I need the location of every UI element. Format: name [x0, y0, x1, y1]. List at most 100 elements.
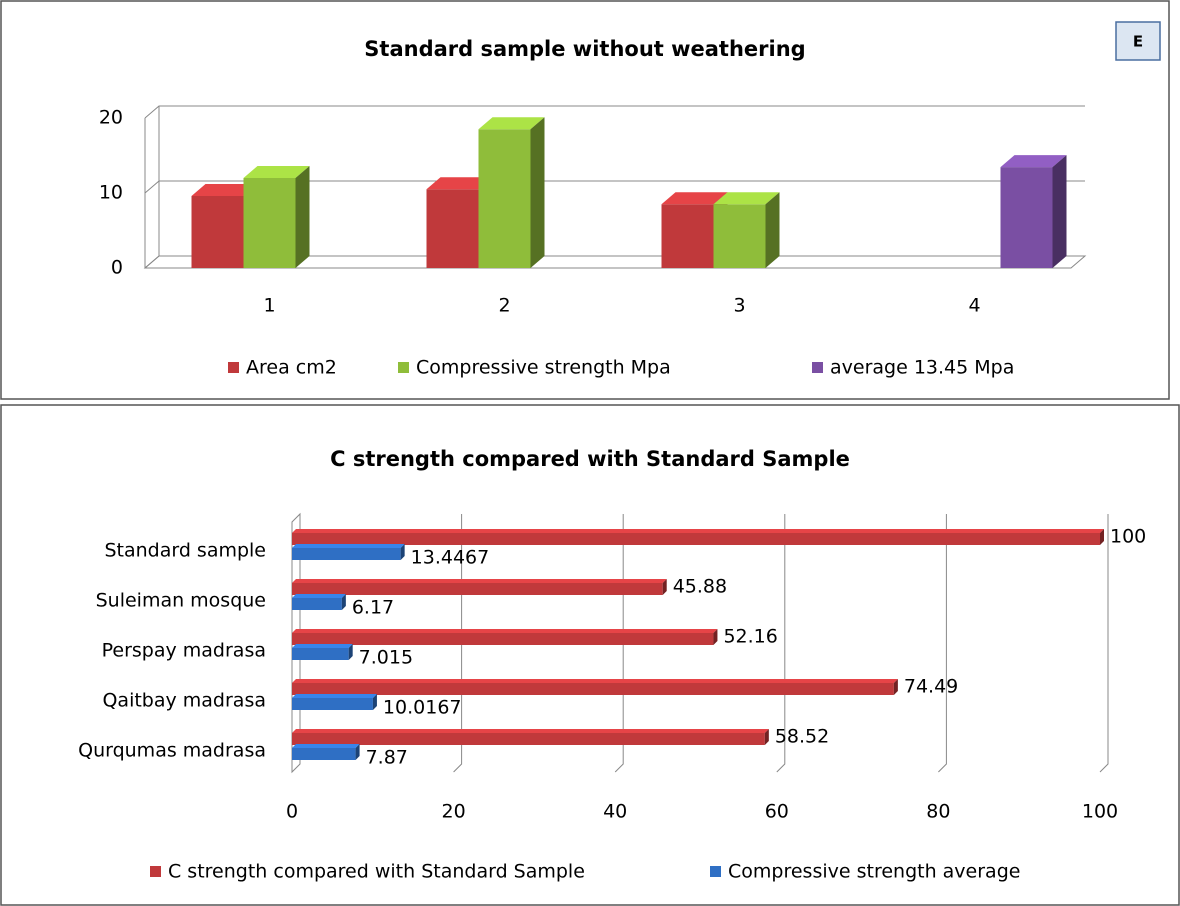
bar-side	[355, 744, 360, 760]
y-tick-label: 0	[111, 257, 123, 279]
data-label: 7.87	[366, 747, 408, 769]
y-tick-label: Suleiman mosque	[96, 590, 266, 612]
bar-front	[292, 648, 349, 660]
panel-label: E	[1133, 33, 1143, 51]
data-label: 52.16	[723, 626, 777, 648]
bar-side	[713, 629, 718, 645]
bar	[292, 744, 360, 760]
legend-swatch	[228, 362, 239, 373]
bar-top	[292, 529, 1104, 533]
bar	[243, 166, 310, 268]
bar-top	[713, 192, 780, 205]
bar	[292, 544, 405, 560]
data-label: 100	[1110, 526, 1146, 548]
panel-label-box	[1115, 21, 1161, 61]
bar-top	[292, 579, 667, 583]
bar-front	[661, 204, 714, 268]
y-tick-label: Standard sample	[104, 540, 266, 562]
bar	[292, 529, 1104, 545]
bar-top	[292, 544, 405, 548]
bar-top	[1000, 155, 1067, 168]
bar-side	[764, 729, 769, 745]
y-tick-label: Qurqumas madrasa	[78, 740, 266, 762]
legend-swatch	[150, 866, 161, 877]
grid-line	[1099, 514, 1109, 773]
x-tick-label: 0	[286, 801, 298, 823]
bar-side	[893, 679, 898, 695]
bar-front	[292, 683, 894, 695]
grid-line	[144, 105, 1085, 119]
data-label: 7.015	[359, 647, 413, 669]
data-label: 58.52	[775, 726, 829, 748]
bar-front	[478, 129, 531, 268]
x-tick-label: 60	[765, 801, 789, 823]
bar-side	[295, 166, 310, 268]
bar	[478, 117, 545, 268]
data-label: 45.88	[673, 576, 727, 598]
legend-swatch	[710, 866, 721, 877]
bar-top	[292, 594, 346, 598]
grid-line	[776, 514, 786, 773]
legend-label: Compressive strength average	[728, 861, 1020, 883]
bar-top	[292, 729, 769, 733]
legend-label: Compressive strength Mpa	[416, 357, 671, 379]
legend-swatch	[398, 362, 409, 373]
data-label: 74.49	[904, 676, 958, 698]
grid-line	[938, 514, 947, 773]
bar-side	[341, 594, 346, 610]
x-tick-label: 1	[263, 295, 275, 317]
bar-top	[478, 117, 545, 130]
x-tick-label: 3	[733, 295, 745, 317]
bar-top	[292, 744, 360, 748]
bar	[292, 594, 346, 610]
bar-front	[426, 189, 479, 268]
bar-front	[1000, 167, 1053, 268]
y-tick-label: Qaitbay madrasa	[102, 690, 266, 712]
x-tick-label: 40	[603, 801, 627, 823]
bar-side	[765, 192, 780, 268]
panel-2	[0, 404, 1180, 906]
bar-front	[292, 633, 714, 645]
bar-top	[292, 694, 377, 698]
bar-front	[243, 178, 296, 268]
bar-top	[292, 644, 353, 648]
x-tick-label: 100	[1082, 801, 1118, 823]
bar-top	[243, 166, 310, 178]
y-tick-label: 10	[99, 182, 123, 204]
bar	[292, 679, 898, 695]
bar-side	[1052, 155, 1067, 268]
bar-front	[292, 748, 356, 760]
bar	[292, 644, 353, 660]
bar-side	[662, 579, 667, 595]
data-label: 10.0167	[383, 697, 462, 719]
bar-front	[713, 204, 766, 268]
bar-side	[1100, 529, 1104, 545]
grid-line	[453, 514, 463, 773]
legend-label: C strength compared with Standard Sample	[168, 861, 585, 883]
bar-front	[292, 733, 765, 745]
bar-top	[661, 192, 728, 205]
bar	[661, 192, 728, 268]
chart-title: Standard sample without weathering	[364, 37, 805, 61]
bar-side	[400, 544, 405, 560]
x-tick-label: 4	[968, 295, 980, 317]
y-tick-label: Perspay madrasa	[102, 640, 266, 662]
bar	[292, 694, 377, 710]
bar	[1000, 155, 1067, 268]
x-tick-label: 2	[498, 295, 510, 317]
bar-top	[292, 679, 898, 683]
legend-label: average 13.45 Mpa	[830, 357, 1014, 379]
bar-front	[292, 698, 373, 710]
bar-top	[191, 184, 258, 196]
bar-side	[530, 117, 545, 268]
bar-front	[292, 583, 663, 595]
bar-front	[292, 533, 1100, 545]
y-tick-label: 20	[99, 107, 123, 129]
chart-title: C strength compared with Standard Sample	[330, 447, 850, 471]
grid-line	[144, 180, 1085, 194]
grid-line	[614, 514, 624, 773]
x-tick-label: 20	[442, 801, 466, 823]
bar-side	[348, 644, 353, 660]
